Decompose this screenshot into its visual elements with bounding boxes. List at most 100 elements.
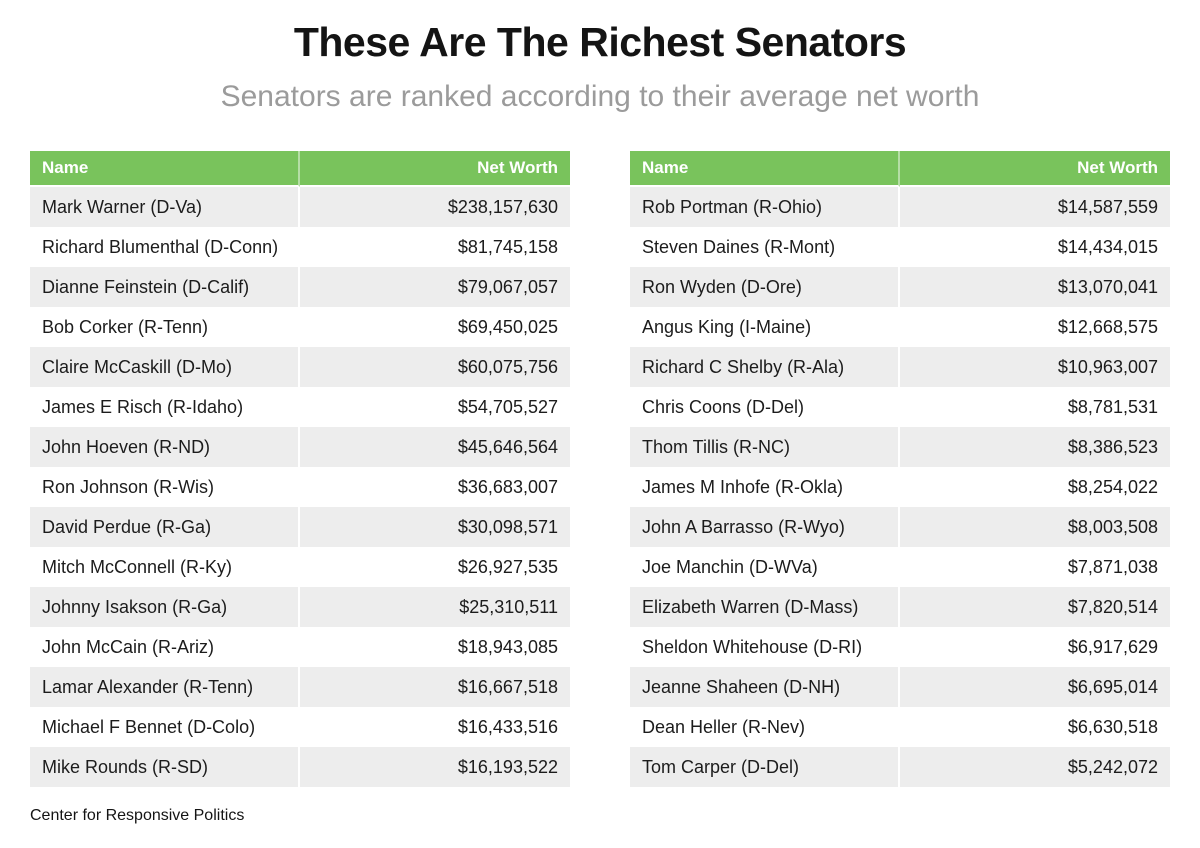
senator-name: Mark Warner (D-Va) <box>30 187 300 227</box>
net-worth-value: $14,587,559 <box>900 187 1170 227</box>
senator-name: Joe Manchin (D-WVa) <box>630 547 900 587</box>
senator-name: Richard Blumenthal (D-Conn) <box>30 227 300 267</box>
table-row: Joe Manchin (D-WVa) $7,871,038 <box>630 547 1170 587</box>
page-subtitle: Senators are ranked according to their a… <box>220 80 980 113</box>
net-worth-value: $16,667,518 <box>300 667 570 707</box>
table-row: James M Inhofe (R-Okla) $8,254,022 <box>630 467 1170 507</box>
table-row: Dean Heller (R-Nev) $6,630,518 <box>630 707 1170 747</box>
senator-name: David Perdue (R-Ga) <box>30 507 300 547</box>
senator-name: John Hoeven (R-ND) <box>30 427 300 467</box>
table-row: Johnny Isakson (R-Ga) $25,310,511 <box>30 587 570 627</box>
senator-name: Angus King (I-Maine) <box>630 307 900 347</box>
column-header-name: Name <box>30 151 300 187</box>
table-row: Ron Wyden (D-Ore) $13,070,041 <box>630 267 1170 307</box>
table-body-left: Mark Warner (D-Va) $238,157,630 Richard Bl… <box>30 187 570 787</box>
senator-name: Bob Corker (R-Tenn) <box>30 307 300 347</box>
table-row: Michael F Bennet (D-Colo) $16,433,516 <box>30 707 570 747</box>
net-worth-value: $79,067,057 <box>300 267 570 307</box>
senator-name: James M Inhofe (R-Okla) <box>630 467 900 507</box>
net-worth-value: $26,927,535 <box>300 547 570 587</box>
net-worth-value: $238,157,630 <box>300 187 570 227</box>
net-worth-value: $8,254,022 <box>900 467 1170 507</box>
senator-name: Jeanne Shaheen (D-NH) <box>630 667 900 707</box>
net-worth-value: $6,630,518 <box>900 707 1170 747</box>
table-row: John A Barrasso (R-Wyo) $8,003,508 <box>630 507 1170 547</box>
table-row: Richard C Shelby (R-Ala) $10,963,007 <box>630 347 1170 387</box>
table-row: Jeanne Shaheen (D-NH) $6,695,014 <box>630 667 1170 707</box>
table-row: Mitch McConnell (R-Ky) $26,927,535 <box>30 547 570 587</box>
table-row: Mark Warner (D-Va) $238,157,630 <box>30 187 570 227</box>
table-row: Angus King (I-Maine) $12,668,575 <box>630 307 1170 347</box>
table-row: Chris Coons (D-Del) $8,781,531 <box>630 387 1170 427</box>
net-worth-value: $7,871,038 <box>900 547 1170 587</box>
page-title: These Are The Richest Senators <box>293 19 907 65</box>
table-header-row: Name Net Worth <box>630 151 1170 187</box>
net-worth-value: $6,917,629 <box>900 627 1170 667</box>
net-worth-value: $14,434,015 <box>900 227 1170 267</box>
net-worth-value: $8,781,531 <box>900 387 1170 427</box>
table-row: James E Risch (R-Idaho) $54,705,527 <box>30 387 570 427</box>
net-worth-value: $7,820,514 <box>900 587 1170 627</box>
senator-name: Lamar Alexander (R-Tenn) <box>30 667 300 707</box>
net-worth-value: $54,705,527 <box>300 387 570 427</box>
table-row: Tom Carper (D-Del) $5,242,072 <box>630 747 1170 787</box>
senator-name: Elizabeth Warren (D-Mass) <box>630 587 900 627</box>
table-row: Steven Daines (R-Mont) $14,434,015 <box>630 227 1170 267</box>
net-worth-value: $69,450,025 <box>300 307 570 347</box>
table-row: John McCain (R-Ariz) $18,943,085 <box>30 627 570 667</box>
column-header-net-worth: Net Worth <box>900 151 1170 187</box>
net-worth-value: $8,386,523 <box>900 427 1170 467</box>
table-row: Mike Rounds (R-SD) $16,193,522 <box>30 747 570 787</box>
net-worth-value: $10,963,007 <box>900 347 1170 387</box>
table-row: Rob Portman (R-Ohio) $14,587,559 <box>630 187 1170 227</box>
net-worth-value: $36,683,007 <box>300 467 570 507</box>
senator-name: Steven Daines (R-Mont) <box>630 227 900 267</box>
table-body-right: Rob Portman (R-Ohio) $14,587,559 Steven Da… <box>630 187 1170 787</box>
net-worth-value: $16,433,516 <box>300 707 570 747</box>
table-row: Bob Corker (R-Tenn) $69,450,025 <box>30 307 570 347</box>
senator-name: Ron Johnson (R-Wis) <box>30 467 300 507</box>
net-worth-value: $81,745,158 <box>300 227 570 267</box>
tables-container: Name Net Worth Mark Warner (D-Va) $238,15… <box>30 151 1170 787</box>
net-worth-value: $16,193,522 <box>300 747 570 787</box>
table-header-row: Name Net Worth <box>30 151 570 187</box>
table-row: David Perdue (R-Ga) $30,098,571 <box>30 507 570 547</box>
column-header-net-worth: Net Worth <box>300 151 570 187</box>
table-row: Elizabeth Warren (D-Mass) $7,820,514 <box>630 587 1170 627</box>
senator-name: Rob Portman (R-Ohio) <box>630 187 900 227</box>
net-worth-value: $60,075,756 <box>300 347 570 387</box>
senator-name: Claire McCaskill (D-Mo) <box>30 347 300 387</box>
net-worth-value: $8,003,508 <box>900 507 1170 547</box>
table-row: Claire McCaskill (D-Mo) $60,075,756 <box>30 347 570 387</box>
table-row: Thom Tillis (R-NC) $8,386,523 <box>630 427 1170 467</box>
senator-name: Ron Wyden (D-Ore) <box>630 267 900 307</box>
net-worth-value: $25,310,511 <box>300 587 570 627</box>
table-row: Ron Johnson (R-Wis) $36,683,007 <box>30 467 570 507</box>
senator-name: John McCain (R-Ariz) <box>30 627 300 667</box>
senators-table-left: Name Net Worth Mark Warner (D-Va) $238,15… <box>30 151 570 787</box>
senator-name: Mike Rounds (R-SD) <box>30 747 300 787</box>
senator-name: John A Barrasso (R-Wyo) <box>630 507 900 547</box>
senator-name: Chris Coons (D-Del) <box>630 387 900 427</box>
net-worth-value: $30,098,571 <box>300 507 570 547</box>
table-row: Dianne Feinstein (D-Calif) $79,067,057 <box>30 267 570 307</box>
net-worth-value: $12,668,575 <box>900 307 1170 347</box>
table-row: Richard Blumenthal (D-Conn) $81,745,158 <box>30 227 570 267</box>
senator-name: Sheldon Whitehouse (D-RI) <box>630 627 900 667</box>
senator-name: Tom Carper (D-Del) <box>630 747 900 787</box>
net-worth-value: $13,070,041 <box>900 267 1170 307</box>
senator-name: James E Risch (R-Idaho) <box>30 387 300 427</box>
net-worth-value: $18,943,085 <box>300 627 570 667</box>
senator-name: Dianne Feinstein (D-Calif) <box>30 267 300 307</box>
net-worth-value: $5,242,072 <box>900 747 1170 787</box>
table-row: Lamar Alexander (R-Tenn) $16,667,518 <box>30 667 570 707</box>
senator-name: Dean Heller (R-Nev) <box>630 707 900 747</box>
senator-name: Mitch McConnell (R-Ky) <box>30 547 300 587</box>
senator-name: Johnny Isakson (R-Ga) <box>30 587 300 627</box>
table-row: John Hoeven (R-ND) $45,646,564 <box>30 427 570 467</box>
senators-table-right: Name Net Worth Rob Portman (R-Ohio) $14,5… <box>630 151 1170 787</box>
senator-name: Michael F Bennet (D-Colo) <box>30 707 300 747</box>
table-row: Sheldon Whitehouse (D-RI) $6,917,629 <box>630 627 1170 667</box>
source-attribution: Center for Responsive Politics <box>30 807 245 824</box>
